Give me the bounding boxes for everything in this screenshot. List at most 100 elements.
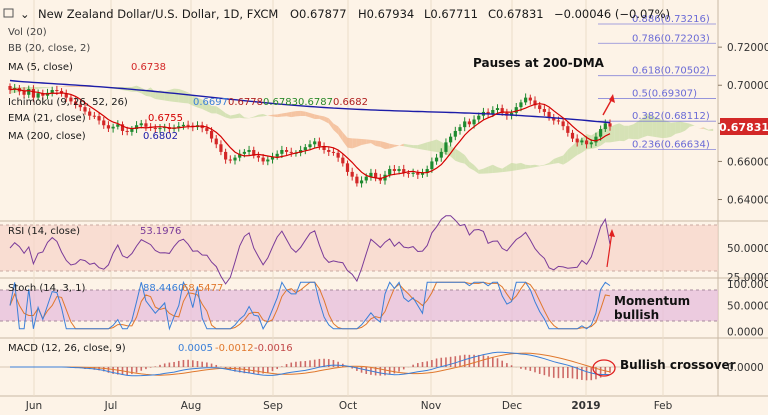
candle-body [472,119,476,125]
candle-body [36,93,40,98]
cloud-segment [525,164,531,169]
candle-body [575,138,579,143]
candle-body [186,124,190,126]
stoch-label[interactable]: Stoch (14, 3, 1) [8,283,85,294]
legend-ema21[interactable]: EMA (21, close) [8,113,86,124]
stoch-d-value: 68.5477 [182,283,223,294]
collapse-icon[interactable] [3,8,14,18]
cloud-segment [47,86,53,88]
cloud-segment [403,143,409,148]
cloud-segment [347,137,353,149]
cloud-segment [183,90,189,104]
cloud-segment [516,162,521,171]
rsi-value: 53.1976 [140,226,181,237]
time-axis-label: Nov [421,400,442,412]
candle-body [500,108,504,113]
legend-ma200[interactable]: MA (200, close) [8,131,86,142]
candle-body [289,151,293,153]
cloud-segment [685,122,690,131]
macd-tick-label: 0.0000 [727,362,764,374]
cloud-segment [703,127,709,131]
candle-body [425,169,429,173]
candle-body [242,151,246,154]
ohlc-low: L0.67711 [424,7,478,21]
time-axis-label: Feb [654,400,673,412]
ohlc-change: −0.00046 (−0.07%) [554,7,670,21]
candle-body [317,141,321,147]
legend-ma200-value: 0.6802 [143,131,178,142]
stoch-tick-label: 0.0000 [727,326,764,338]
candle-body [130,129,134,132]
ticker-chevron-icon[interactable]: ⌄ [20,7,30,21]
price-tick-label: 0.70000 [727,80,768,92]
cloud-segment [300,110,306,116]
cloud-segment [399,143,404,147]
candle-body [369,172,373,177]
cloud-segment [581,134,587,153]
cloud-segment [272,114,278,118]
legend-vol[interactable]: Vol (20) [8,27,47,38]
annotation-bullish: bullish [614,308,659,322]
cloud-segment [619,123,625,142]
time-axis-label: 2019 [571,400,600,412]
cloud-segment [638,117,643,140]
legend-bb[interactable]: BB (20, close, 2) [8,43,90,54]
cloud-segment [225,113,231,119]
candle-body [139,123,143,126]
candle-body [69,97,73,102]
candle-body [345,163,350,172]
cloud-segment [661,119,667,139]
fib-level-label: 0.236(0.66634) [632,139,710,150]
candle-body [608,123,612,127]
cloud-segment [488,164,493,174]
stoch-axis-ticks: 100.0000 50.0000 0.0000 [727,279,768,338]
rsi-label[interactable]: RSI (14, close) [8,226,80,237]
cloud-segment [70,86,76,87]
cloud-segment [61,86,67,87]
candle-body [322,146,326,150]
time-axis-label: Aug [181,400,202,412]
candle-body [397,169,401,171]
cloud-segment [286,111,292,118]
cloud-segment [295,110,301,117]
macd-label[interactable]: MACD (12, 26, close, 9) [8,343,126,354]
candle-body [50,90,54,93]
cloud-segment [502,165,507,173]
candle-body [247,150,251,152]
cloud-segment [370,139,376,146]
fib-level-label: 0.618(0.70502) [632,66,710,77]
candle-body [519,102,523,108]
candle-body [449,136,453,143]
cloud-segment [145,87,151,97]
legend-ichimoku[interactable]: Ichimoku (9, 26, 52, 26) [8,97,128,108]
cloud-segment [572,141,578,159]
cloud-segment [624,125,629,142]
candle-body [308,144,312,148]
candle-body [83,107,87,112]
annotation-crossover: Bullish crossover [620,358,736,372]
candle-body [78,104,82,108]
cloud-segment [211,105,217,114]
cloud-segment [450,146,456,161]
cloud-segment [356,138,362,147]
candle-body [524,97,528,103]
cloud-segment [460,151,465,164]
symbol-title: New Zealand Dollar/U.S. Dollar, 1D, FXCM [38,7,278,21]
fib-level-label: 0.786(0.72203) [632,33,710,44]
candle-body [209,130,214,139]
candle-body [467,121,471,125]
candle-body [434,157,439,162]
cloud-segment [464,155,470,169]
candle-body [64,93,68,98]
candle-body [458,127,462,131]
cloud-segment [474,165,479,174]
cloud-segment [431,139,437,152]
candle-body [153,127,157,130]
candle-body [144,123,148,127]
legend-ma5[interactable]: MA (5, close) [8,62,73,73]
cloud-segment [670,122,676,137]
candle-body [256,155,261,158]
cloud-segment [675,121,681,134]
cloud-segment [333,123,339,135]
legend-ichimoku-v1: 0.6697 [193,97,228,108]
